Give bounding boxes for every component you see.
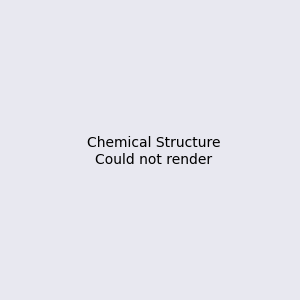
Text: Chemical Structure
Could not render: Chemical Structure Could not render <box>87 136 220 166</box>
